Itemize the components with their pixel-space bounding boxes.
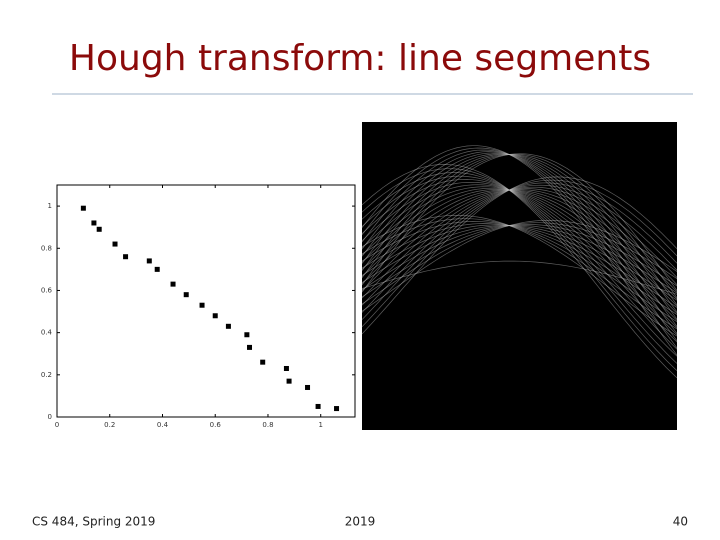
hough-curve: [361, 168, 678, 371]
hough-curve: [361, 222, 678, 305]
hough-curve: [361, 149, 678, 342]
hough-curve: [361, 164, 678, 379]
y-tick-label: 0: [48, 413, 52, 421]
hough-curve: [361, 214, 678, 337]
x-tick-label: 0.4: [157, 421, 169, 429]
point: [315, 403, 321, 409]
point: [170, 281, 176, 287]
hough-curve: [361, 223, 678, 315]
y-tick-label: 0.6: [41, 286, 53, 294]
hough-curve: [361, 145, 678, 356]
plot-frame: [56, 184, 356, 418]
hough-curve: [361, 175, 678, 357]
point: [244, 332, 250, 338]
hough-curve: [361, 224, 678, 308]
hough-curve: [361, 179, 678, 350]
hough-curve: [361, 152, 678, 327]
point: [183, 292, 189, 298]
point: [123, 254, 129, 260]
hough-curve: [361, 225, 678, 301]
hough-curve: [361, 176, 678, 335]
hough-curve: [361, 153, 678, 320]
hough-curve: [361, 218, 678, 330]
footer-course: CS 484, Spring 2019: [32, 515, 155, 529]
y-tick-label: 0.8: [41, 244, 52, 252]
hough-curve: [361, 225, 678, 294]
point: [112, 241, 118, 247]
hough-curve: [361, 186, 678, 328]
y-tick-label: 0.2: [41, 371, 52, 379]
hough-curve: [361, 151, 678, 334]
x-tick-label: 0.2: [104, 421, 115, 429]
y-tick-label: 0.4: [41, 329, 53, 337]
hough-curves: [361, 145, 678, 379]
hough-curve: [361, 182, 678, 320]
point: [260, 359, 266, 365]
hough-curve: [361, 172, 678, 364]
hough-curve: [361, 153, 678, 299]
point: [286, 378, 292, 384]
point: [199, 302, 205, 308]
hough-curve: [361, 189, 678, 314]
hough-curve: [361, 189, 678, 293]
hough-curve: [361, 181, 678, 343]
point: [212, 313, 218, 319]
point: [96, 226, 102, 232]
point: [146, 258, 152, 264]
point: [283, 365, 289, 371]
hough-curve: [361, 187, 678, 321]
y-tick-label: 1: [48, 202, 52, 210]
point: [334, 406, 340, 412]
hough-curve: [361, 184, 678, 313]
x-tick-label: 1: [318, 421, 322, 429]
slide-title: Hough transform: line segments: [69, 38, 651, 79]
point: [80, 205, 86, 211]
hough-curve: [361, 224, 678, 298]
footer-year: 2019: [345, 515, 376, 529]
hough-image: [362, 122, 677, 430]
hough-curve: [361, 189, 678, 300]
hough-curve: [361, 221, 678, 322]
hough-curve: [361, 147, 678, 349]
page-number: 40: [673, 515, 688, 529]
x-tick-label: 0.6: [210, 421, 222, 429]
hough-curve: [361, 219, 678, 312]
point: [225, 323, 231, 329]
hough-curve: [361, 186, 678, 306]
hough-curve: [361, 189, 678, 307]
point: [91, 220, 97, 226]
x-tick-label: 0: [55, 421, 59, 429]
hough-curve: [361, 260, 678, 295]
point: [305, 384, 311, 390]
hough-curve: [361, 153, 678, 293]
hough-curve: [361, 153, 678, 313]
point: [154, 266, 160, 272]
hough-curve: [361, 154, 678, 306]
hough-curve: [361, 188, 678, 299]
x-tick-label: 0.8: [262, 421, 273, 429]
hough-curve: [361, 179, 678, 328]
point: [247, 344, 253, 350]
hough-curve: [361, 184, 678, 336]
